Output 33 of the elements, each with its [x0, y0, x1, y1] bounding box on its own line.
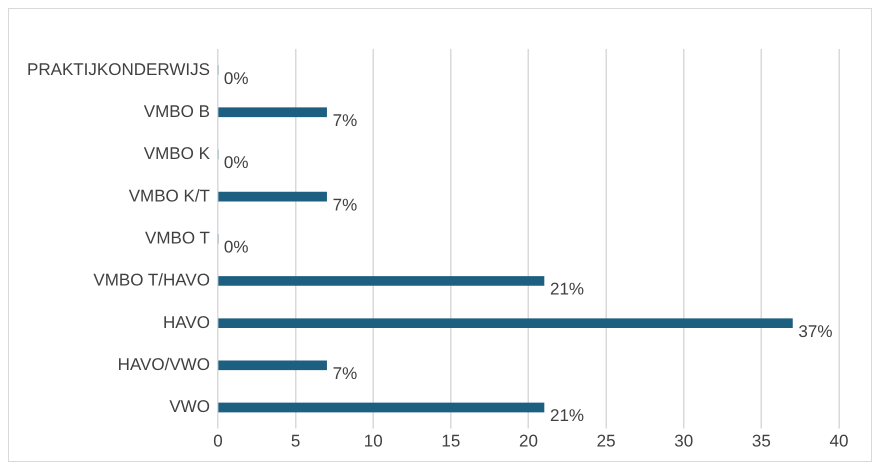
x-tick-label: 30 — [674, 431, 694, 450]
y-tick-label: HAVO — [163, 312, 210, 332]
data-label: 0% — [224, 237, 249, 256]
y-tick-label: VMBO K — [144, 144, 211, 164]
x-tick-label: 35 — [752, 431, 771, 450]
x-tick-label: 15 — [441, 431, 460, 450]
y-tick-label: VMBO K/T — [128, 186, 210, 206]
data-label: 21% — [550, 406, 584, 426]
bar — [218, 192, 327, 202]
y-tick-label: VMBO T — [145, 228, 210, 248]
data-label: 0% — [224, 153, 249, 172]
data-label: 37% — [798, 322, 832, 341]
bar — [218, 360, 327, 370]
bar — [218, 318, 793, 328]
data-label: 7% — [332, 195, 358, 214]
y-tick-label: VWO — [169, 397, 210, 416]
x-tick-label: 25 — [596, 431, 616, 450]
x-tick-label: 20 — [519, 431, 538, 450]
y-tick-label: VMBO T/HAVO — [93, 270, 210, 290]
y-tick-label: PRAKTIJKONDERWIJS — [26, 60, 210, 79]
bar — [218, 402, 544, 412]
bar — [218, 107, 327, 118]
data-label: 21% — [550, 280, 584, 299]
y-tick-label: HAVO/VWO — [118, 355, 210, 374]
data-label: 0% — [224, 68, 249, 88]
y-tick-label: VMBO B — [144, 102, 210, 121]
x-tick-label: 5 — [290, 431, 300, 450]
x-tick-label: 40 — [830, 431, 848, 450]
data-label: 7% — [332, 364, 358, 384]
x-tick-label: 10 — [364, 431, 383, 450]
x-tick-label: 0 — [213, 431, 223, 450]
bar — [218, 276, 544, 286]
data-label: 7% — [332, 110, 358, 130]
